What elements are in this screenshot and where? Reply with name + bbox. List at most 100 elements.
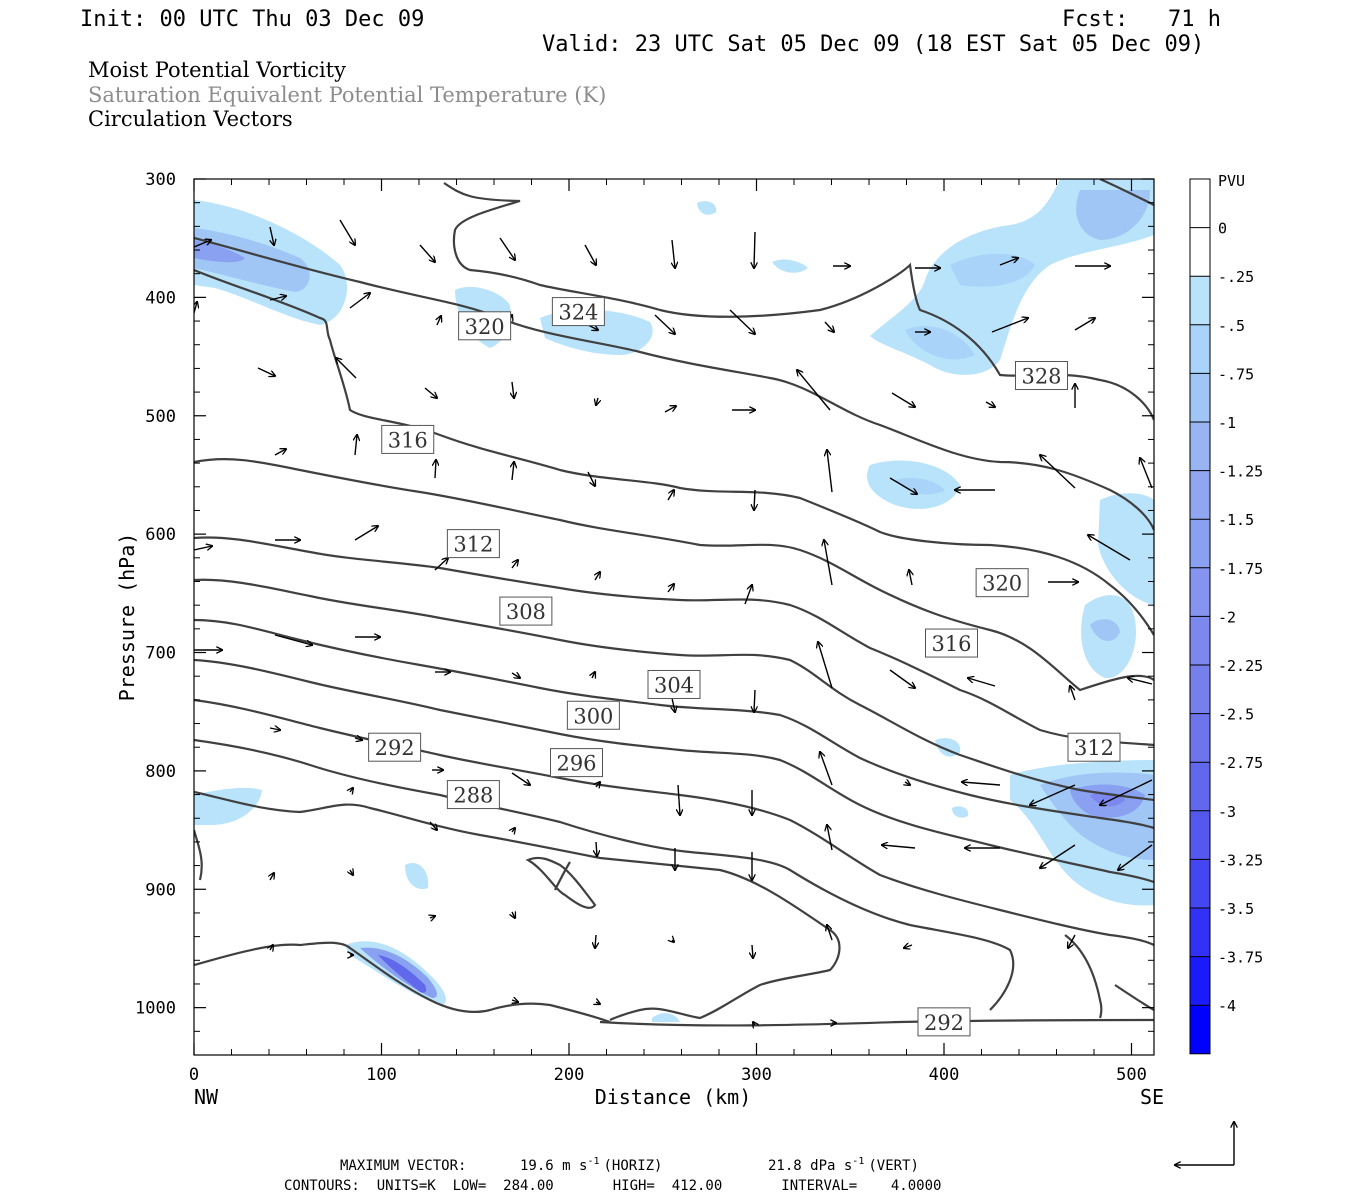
x-tick-label: 0 xyxy=(189,1065,199,1085)
contour-line xyxy=(194,578,1154,802)
circulation-vector xyxy=(654,314,675,334)
contour-label-box xyxy=(381,424,435,454)
circulation-vector xyxy=(985,402,995,407)
circulation-vector xyxy=(596,1002,600,1004)
colorbar-label: -3.5 xyxy=(1218,900,1254,918)
y-tick-label: 800 xyxy=(145,762,176,782)
circulation-vector xyxy=(672,697,675,712)
contour-line xyxy=(194,458,1154,692)
contour-line xyxy=(443,182,1154,421)
circulation-vector xyxy=(336,358,357,379)
contour-line xyxy=(194,236,1154,531)
circulation-vector xyxy=(667,490,674,501)
colorbar-swatch xyxy=(1190,470,1210,520)
circulation-vector xyxy=(595,934,596,948)
circulation-vector xyxy=(991,318,1028,333)
contour-label: 316 xyxy=(388,428,428,452)
y-tick-label: 300 xyxy=(145,170,176,190)
circulation-vector xyxy=(512,912,515,918)
contour-line xyxy=(194,536,1154,747)
circulation-vector xyxy=(274,449,286,456)
horiz-value: 19.6 m s xyxy=(520,1158,587,1174)
circulation-vector xyxy=(824,321,834,332)
circulation-vector xyxy=(511,673,520,678)
colorbar-label: 0 xyxy=(1218,220,1227,238)
contour-label-box xyxy=(1015,361,1068,391)
circulation-vector xyxy=(355,435,357,456)
circulation-vector xyxy=(592,672,595,678)
contour-line xyxy=(194,658,1154,884)
contour-line xyxy=(194,268,1154,636)
pv-region-low-small-2 xyxy=(952,806,969,818)
reference-vector xyxy=(1175,1122,1234,1165)
circulation-vector xyxy=(1068,934,1076,948)
circulation-vectors xyxy=(194,219,1153,1025)
circulation-vector xyxy=(889,477,917,494)
circulation-vector xyxy=(511,772,530,785)
contour-label-box xyxy=(1067,732,1121,762)
circulation-vector xyxy=(909,570,912,586)
contour-label: 324 xyxy=(558,301,598,325)
contour-label: 300 xyxy=(573,704,613,728)
circulation-vector xyxy=(962,782,1001,785)
circulation-vector xyxy=(269,296,286,300)
circulation-vector xyxy=(429,821,437,830)
circulation-vector xyxy=(1030,784,1076,805)
circulation-vector xyxy=(999,258,1018,266)
contour-label-box xyxy=(975,568,1029,598)
circulation-vector xyxy=(587,471,595,486)
colorbar-label: -1 xyxy=(1218,414,1236,432)
x-axis-title: Distance (km) xyxy=(595,1085,752,1109)
colorbar-swatch xyxy=(1190,422,1210,471)
field-1-title: Moist Potential Vorticity xyxy=(88,58,346,82)
colorbar-unit: PVU xyxy=(1218,172,1245,190)
contour-label: 320 xyxy=(982,572,1022,596)
circulation-vector xyxy=(350,788,353,792)
contour-label-box xyxy=(446,529,500,559)
contour-label: 320 xyxy=(465,315,505,339)
x-tick-label: 400 xyxy=(929,1065,960,1085)
contour-line xyxy=(554,861,571,891)
contour-label: 288 xyxy=(453,784,493,808)
colorbar-swatch xyxy=(1190,810,1210,860)
contour-label: 316 xyxy=(931,632,971,656)
pv-region-west-low-2 xyxy=(405,862,429,890)
circulation-vector xyxy=(820,752,833,786)
circulation-vector xyxy=(499,237,515,260)
pv-region-ne-upper-lower xyxy=(905,326,975,360)
colorbar-swatch xyxy=(1190,373,1210,422)
circulation-vector xyxy=(596,841,597,856)
pv-region-small-1 xyxy=(697,201,717,215)
contour-label: 304 xyxy=(654,673,694,697)
circulation-vector xyxy=(1140,458,1153,489)
circulation-vector xyxy=(827,825,833,851)
circulation-vector xyxy=(744,585,752,605)
x-end-label-se: SE xyxy=(1140,1085,1164,1109)
y-tick-label: 900 xyxy=(145,880,176,900)
colorbar-label: -1.25 xyxy=(1218,463,1263,481)
contour-label: 296 xyxy=(556,752,596,776)
colorbar-label: -.5 xyxy=(1218,317,1245,335)
x-tick-label: 500 xyxy=(1116,1065,1147,1085)
contour-label-box xyxy=(458,311,512,341)
circulation-vector xyxy=(818,642,833,689)
circulation-vector xyxy=(1070,686,1076,701)
contour-label: 292 xyxy=(924,1011,964,1035)
pv-region-ne-upper-core xyxy=(1076,190,1150,240)
circulation-vector xyxy=(827,450,833,493)
theta-e-contours xyxy=(194,179,1154,1027)
contour-line xyxy=(194,829,203,881)
circulation-vector xyxy=(596,782,600,787)
circulation-vector xyxy=(595,572,600,581)
colorbar-label: -2 xyxy=(1218,608,1236,626)
contour-label: 328 xyxy=(1021,365,1061,389)
circulation-vector xyxy=(512,381,514,398)
circulation-vector xyxy=(194,546,212,550)
contour-label-box xyxy=(917,1007,971,1037)
circulation-vector xyxy=(754,489,755,510)
contours-info: CONTOURS: UNITS=K LOW= 284.00 HIGH= 412.… xyxy=(284,1178,941,1194)
circulation-vector xyxy=(754,689,755,712)
circulation-vector xyxy=(194,240,211,248)
colorbar-label: -.25 xyxy=(1218,268,1254,286)
